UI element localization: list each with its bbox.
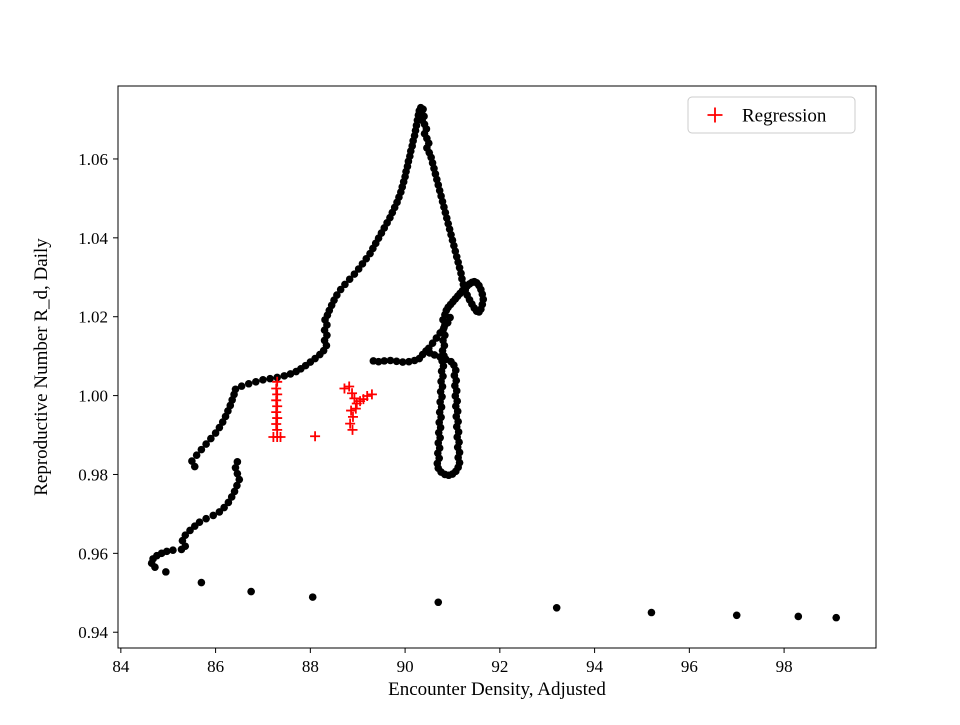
regression-point — [271, 383, 282, 394]
scatter-point — [832, 613, 841, 622]
scatter-point — [252, 377, 260, 386]
regression-point — [272, 389, 283, 400]
scatter-point — [398, 358, 407, 366]
y-tick-label: 0.94 — [78, 623, 108, 642]
scatter-point — [207, 434, 215, 443]
scatter-point — [434, 598, 443, 607]
x-tick-label: 96 — [681, 657, 698, 676]
scatter-point — [286, 370, 295, 378]
legend-frame — [687, 96, 856, 134]
regression-point — [275, 432, 286, 443]
scatter-point — [192, 451, 201, 459]
regression-point — [271, 395, 282, 406]
regression-point — [271, 407, 282, 418]
y-tick-label: 0.98 — [78, 465, 108, 484]
scatter-point — [231, 463, 240, 472]
y-tick-label: 1.02 — [78, 308, 108, 327]
scatter-point — [237, 382, 246, 390]
scatter-point — [231, 385, 240, 394]
scatter-point — [380, 357, 389, 365]
regression-point — [310, 431, 321, 442]
scatter-point — [442, 355, 450, 364]
scatter-point — [211, 429, 220, 437]
scatter-point — [336, 285, 345, 294]
scatter-point — [162, 568, 170, 576]
scatter-point — [233, 469, 242, 478]
scatter-point — [233, 481, 241, 490]
scatter-point — [202, 514, 210, 523]
regression-point — [350, 403, 361, 414]
scatter-point — [259, 376, 267, 384]
scatter-point — [181, 531, 190, 540]
scatter-point — [732, 611, 741, 620]
y-tick-label: 1.06 — [78, 150, 108, 169]
y-tick-label: 1.00 — [78, 387, 108, 406]
x-tick-label: 88 — [302, 657, 319, 676]
scatter-point — [202, 440, 210, 448]
legend: Regression — [687, 96, 856, 134]
scatter-point — [266, 374, 274, 383]
regression-plus-icon — [707, 107, 723, 123]
regression-point — [271, 418, 282, 429]
scatter-point — [233, 458, 242, 466]
scatter-point — [345, 275, 354, 284]
x-axis-label: Encounter Density, Adjusted — [388, 679, 606, 700]
regression-point — [346, 405, 357, 416]
x-tick-label: 84 — [112, 657, 130, 676]
scatter-point — [224, 498, 233, 507]
scatter-point — [405, 357, 413, 366]
scatter-point — [220, 503, 228, 512]
regression-point — [344, 381, 355, 392]
regression-point — [272, 413, 283, 424]
scatter-point — [280, 372, 289, 380]
scatter-point — [794, 612, 803, 621]
scatter-point — [244, 379, 253, 388]
scatter-point — [386, 356, 395, 365]
x-tick-label: 90 — [397, 657, 414, 676]
regression-point — [339, 383, 350, 394]
regression-point — [345, 418, 356, 429]
scatter-point — [230, 487, 239, 496]
scatter-point — [195, 518, 204, 526]
scatter-point — [647, 608, 656, 617]
x-tick-label: 92 — [491, 657, 508, 676]
scatter-point — [197, 445, 206, 454]
regression-point — [362, 390, 373, 401]
scatter-point — [215, 423, 224, 432]
regression-point — [366, 389, 377, 400]
scatter-point — [197, 578, 206, 587]
regression-point — [349, 393, 360, 404]
scatter-point — [247, 587, 255, 596]
y-tick-label: 0.96 — [78, 544, 108, 563]
plot-area: 84 86 88 90 92 94 96 98 0.94 0.96 0.98 1.00 1.02 1.04… — [78, 85, 877, 676]
scatter-point — [341, 280, 349, 289]
scatter-point — [333, 291, 341, 299]
scatter-point — [446, 313, 454, 322]
scatter-point — [369, 357, 378, 365]
regression-point — [347, 424, 358, 435]
scatter-point — [235, 475, 244, 484]
scatter-point — [410, 356, 419, 365]
x-tick-label: 98 — [776, 657, 793, 676]
y-tick-label: 1.04 — [78, 229, 108, 248]
regression-point — [347, 388, 358, 399]
scatter-point — [552, 603, 561, 612]
regression-point — [272, 401, 283, 412]
regression-point — [347, 411, 358, 422]
scatter-point — [169, 546, 177, 554]
y-axis-label: Reproductive Number R_d, Daily — [31, 238, 52, 496]
x-tick-label: 86 — [207, 657, 224, 676]
scatter-point — [308, 593, 317, 601]
plot-border — [117, 85, 877, 649]
x-tick-label: 94 — [586, 657, 604, 676]
regression-point — [272, 376, 283, 387]
scatter-point — [162, 547, 171, 556]
scatter-point — [392, 357, 401, 366]
scatter-point — [209, 511, 218, 520]
scatter-point — [188, 457, 196, 465]
scatter-point — [350, 270, 359, 278]
legend-label: Regression — [742, 106, 827, 127]
